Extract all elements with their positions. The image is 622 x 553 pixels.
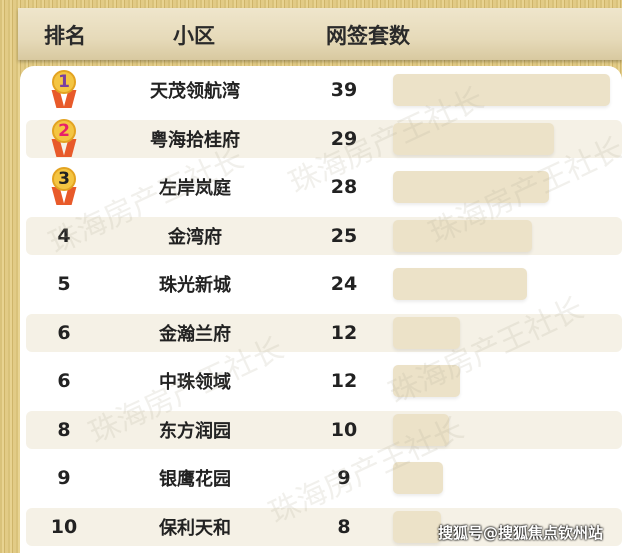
count-value: 29 (330, 127, 358, 150)
rank: 10 (50, 515, 78, 538)
count-value: 12 (330, 321, 358, 344)
community-name: 银鹰花园 (159, 469, 231, 491)
table-row: 5 珠光新城 24 (20, 260, 622, 309)
community-name: 粤海拾桂府 (150, 129, 240, 151)
table-row: 8 东方润园 10 (20, 406, 622, 455)
community-name: 左岸岚庭 (159, 178, 231, 200)
count-value: 24 (330, 273, 358, 296)
table-row: 1 天茂领航湾 39 (20, 66, 622, 115)
community-name: 保利天和 (159, 517, 231, 539)
count-bar (393, 74, 610, 106)
count-value: 10 (330, 418, 358, 441)
medal-icon: 3 (49, 167, 79, 207)
table-row: 4 金湾府 25 (20, 212, 622, 261)
count-bar (393, 413, 449, 446)
count-value: 8 (337, 515, 351, 538)
count-bar (393, 268, 527, 300)
count-bar (393, 171, 549, 203)
rank-medal: 1 (42, 66, 86, 115)
rank: 6 (57, 370, 71, 393)
community-name: 珠光新城 (159, 275, 231, 297)
count-value: 28 (330, 176, 358, 199)
table-row: 6 中珠领域 12 (20, 357, 622, 406)
count-bar (393, 122, 555, 155)
count-bar (393, 316, 460, 349)
medal-icon: 1 (49, 70, 79, 110)
header-count: 网签套数 (326, 24, 410, 48)
community-name: 东方润园 (159, 420, 231, 442)
community-name: 金瀚兰府 (159, 323, 231, 345)
header-community: 小区 (173, 24, 215, 48)
table-row: 6 金瀚兰府 12 (20, 309, 622, 358)
ranking-table: 1 天茂领航湾 39 2 粤海拾桂府 29 3 左岸岚庭 28 4 金湾府 25 5 珠光新城 24 6 金瀚兰… (20, 66, 622, 553)
table-row: 10 保利天和 8 (20, 503, 622, 552)
community-name: 天茂领航湾 (150, 81, 240, 103)
count-bar (393, 365, 460, 397)
count-value: 39 (330, 79, 358, 102)
rank: 4 (57, 224, 71, 247)
table-row: 3 左岸岚庭 28 (20, 163, 622, 212)
table-header: 排名 小区 网签套数 (18, 8, 622, 60)
count-value: 9 (337, 467, 351, 490)
rank-medal: 3 (42, 163, 86, 212)
count-value: 25 (330, 224, 358, 247)
rank: 6 (57, 321, 71, 344)
rank: 5 (57, 273, 71, 296)
table-row: 9 银鹰花园 9 (20, 454, 622, 503)
count-bar (393, 462, 444, 494)
rank-medal: 2 (42, 115, 86, 164)
medal-icon: 2 (49, 118, 79, 159)
source-watermark: 搜狐号@搜狐焦点钦州站 (438, 524, 604, 542)
community-name: 金湾府 (168, 226, 222, 248)
community-name: 中珠领域 (159, 372, 231, 394)
count-value: 12 (330, 370, 358, 393)
rank: 8 (57, 418, 71, 441)
header-rank: 排名 (44, 24, 86, 48)
rank: 9 (57, 467, 71, 490)
table-row: 2 粤海拾桂府 29 (20, 115, 622, 164)
count-bar (393, 510, 441, 543)
count-bar (393, 219, 533, 252)
